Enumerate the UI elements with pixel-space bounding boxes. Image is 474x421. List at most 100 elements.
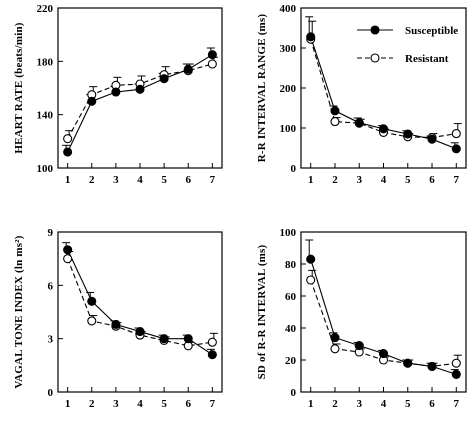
x-tick-label: 6 bbox=[429, 398, 435, 410]
plot-frame bbox=[57, 231, 223, 393]
x-tick-label: 5 bbox=[405, 398, 411, 410]
x-tick-label: 4 bbox=[137, 398, 143, 410]
x-tick-label: 7 bbox=[454, 174, 460, 186]
y-tick-label: 100 bbox=[280, 227, 297, 239]
data-point-susceptible bbox=[183, 334, 193, 344]
y-tick-label: 300 bbox=[280, 43, 297, 55]
data-point-susceptible bbox=[378, 349, 389, 359]
x-tick-label: 4 bbox=[381, 398, 387, 410]
x-tick-label: 2 bbox=[332, 174, 338, 186]
x-tick-label: 6 bbox=[185, 398, 191, 410]
x-tick-label: 3 bbox=[113, 398, 119, 410]
data-point-susceptible bbox=[306, 32, 316, 42]
x-tick-label: 5 bbox=[161, 174, 167, 186]
data-point-resistant bbox=[306, 275, 316, 285]
plot-frame bbox=[300, 231, 467, 393]
data-point-susceptible bbox=[427, 134, 437, 144]
legend-label-susceptible: Susceptible bbox=[405, 25, 458, 37]
y-tick-label: 20 bbox=[285, 355, 297, 367]
y-tick-label: 60 bbox=[285, 291, 297, 303]
data-point-susceptible bbox=[159, 74, 169, 84]
data-point-susceptible bbox=[159, 334, 169, 344]
data-point-susceptible bbox=[135, 327, 145, 337]
data-point-resistant bbox=[63, 134, 73, 144]
data-point-susceptible bbox=[111, 319, 121, 329]
y-tick-label: 3 bbox=[48, 334, 54, 346]
y-tick-label: 6 bbox=[48, 280, 54, 292]
y-axis-label: SD of R-R INTERVAL (ms) bbox=[256, 244, 268, 379]
x-tick-label: 1 bbox=[65, 398, 71, 410]
x-tick-label: 6 bbox=[429, 174, 435, 186]
data-point-susceptible bbox=[354, 118, 364, 128]
x-tick-label: 1 bbox=[308, 174, 314, 186]
x-tick-label: 5 bbox=[405, 174, 411, 186]
data-point-resistant bbox=[207, 337, 217, 347]
y-tick-label: 140 bbox=[37, 110, 54, 122]
chart-panel-bottom-right: 0 20 40 60 80 100 1 2 3 4 5 6 7 SD of R-R INTERVAL (m… bbox=[256, 227, 467, 421]
data-point-susceptible bbox=[183, 64, 193, 74]
x-tick-label: 7 bbox=[210, 398, 216, 410]
legend: Susceptible Resistant bbox=[357, 25, 458, 65]
y-tick-label: 100 bbox=[37, 163, 54, 175]
data-point-susceptible bbox=[451, 369, 461, 379]
data-point-susceptible bbox=[207, 350, 217, 360]
data-point-resistant bbox=[63, 254, 73, 264]
data-point-susceptible bbox=[330, 106, 340, 116]
data-point-susceptible bbox=[451, 144, 461, 154]
y-tick-label: 0 bbox=[48, 387, 54, 399]
data-point-susceptible bbox=[135, 84, 145, 94]
x-tick-label: 2 bbox=[89, 398, 95, 410]
legend-label-resistant: Resistant bbox=[405, 53, 449, 65]
y-tick-label: 100 bbox=[280, 123, 297, 135]
data-point-susceptible bbox=[403, 129, 413, 139]
chart-panel-top-right: 0 100 200 300 400 1 2 3 4 5 6 7 R-R INTERVAL RANGE (… bbox=[256, 3, 467, 186]
data-point-resistant bbox=[207, 59, 217, 69]
data-point-susceptible bbox=[427, 361, 437, 371]
x-tick-label: 6 bbox=[185, 174, 191, 186]
data-point-resistant bbox=[87, 316, 97, 326]
y-axis-label: HEART RATE (beats/min) bbox=[13, 22, 25, 153]
y-tick-label: 180 bbox=[37, 56, 54, 68]
data-point-susceptible bbox=[207, 50, 217, 60]
data-point-resistant bbox=[330, 117, 340, 127]
legend-marker-resistant bbox=[370, 53, 380, 63]
data-point-resistant bbox=[451, 129, 461, 139]
x-tick-label: 7 bbox=[454, 398, 460, 410]
y-tick-label: 400 bbox=[280, 3, 297, 15]
data-point-susceptible bbox=[87, 296, 97, 306]
x-tick-label: 1 bbox=[65, 174, 71, 186]
x-tick-label: 3 bbox=[113, 174, 119, 186]
y-tick-label: 80 bbox=[285, 259, 297, 271]
data-point-susceptible bbox=[330, 333, 340, 343]
data-point-susceptible bbox=[87, 96, 97, 106]
x-tick-label: 4 bbox=[137, 174, 143, 186]
data-point-susceptible bbox=[378, 124, 389, 134]
y-axis-label: R-R INTERVAL RANGE (ms) bbox=[256, 14, 268, 163]
x-tick-label: 2 bbox=[89, 174, 95, 186]
y-tick-label: 200 bbox=[280, 83, 297, 95]
y-tick-label: 0 bbox=[291, 387, 297, 399]
x-tick-label: 4 bbox=[381, 174, 387, 186]
data-point-susceptible bbox=[306, 254, 316, 264]
data-point-resistant bbox=[451, 358, 461, 368]
data-point-susceptible bbox=[63, 245, 73, 255]
x-tick-label: 3 bbox=[356, 398, 362, 410]
x-tick-label: 2 bbox=[332, 398, 338, 410]
data-point-susceptible bbox=[403, 358, 413, 368]
x-tick-label: 7 bbox=[210, 174, 216, 186]
data-point-susceptible bbox=[354, 341, 364, 351]
data-point-susceptible bbox=[111, 87, 121, 97]
x-tick-label: 3 bbox=[356, 174, 362, 186]
data-point-susceptible bbox=[63, 147, 73, 157]
chart-panel-top-left: 100 140 180 220 1 2 3 4 5 6 7 HEART RATE (beats/min… bbox=[13, 3, 223, 186]
y-tick-label: 0 bbox=[291, 163, 297, 175]
y-tick-label: 220 bbox=[37, 3, 54, 15]
data-point-resistant bbox=[330, 344, 340, 354]
y-tick-label: 9 bbox=[48, 227, 54, 239]
x-tick-label: 5 bbox=[161, 398, 167, 410]
y-tick-label: 40 bbox=[285, 323, 297, 335]
legend-marker-susceptible bbox=[370, 25, 380, 35]
